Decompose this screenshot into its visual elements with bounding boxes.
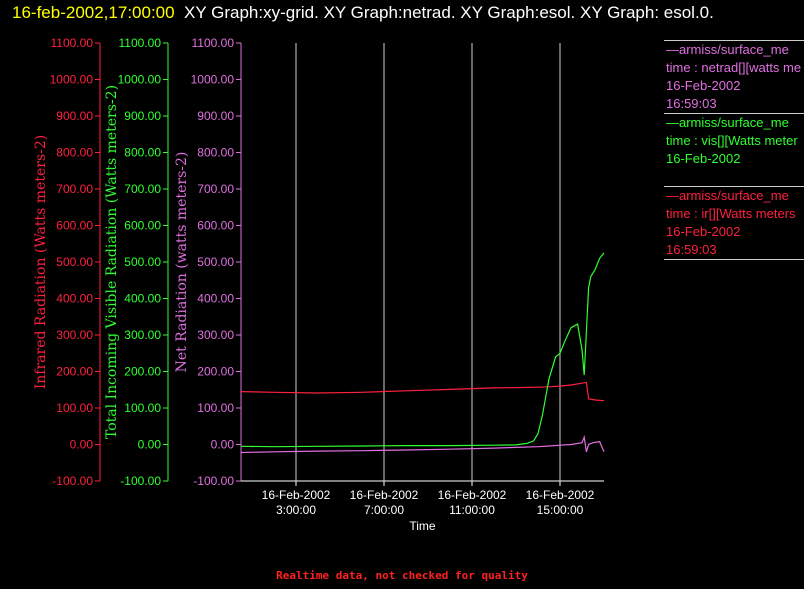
x-tick-label-date: 16-Feb-2002	[526, 488, 595, 502]
y-tick-label-0: 0.00	[70, 438, 94, 452]
y-tick-label-2: 1100.00	[192, 36, 235, 50]
y-tick-label-1: 0.00	[138, 438, 162, 452]
y-tick-label-0: 900.00	[56, 109, 93, 123]
y-tick-label-2: -100.00	[193, 474, 234, 488]
legend-ir-date: 16-Feb-2002	[666, 224, 741, 239]
y-axis-title-0: Infrared Radiation (Watts meters-2)	[33, 135, 49, 389]
legend-entry-ir: —armiss/surface_me time : ir[][Watts met…	[664, 186, 804, 260]
y-tick-label-1: 1100.00	[119, 36, 162, 50]
y-tick-label-1: -100.00	[120, 474, 161, 488]
y-tick-label-2: 700.00	[197, 182, 234, 196]
chart-title: 16-feb-2002,17:00:00 XY Graph:xy-grid. X…	[12, 2, 792, 23]
y-tick-label-0: 700.00	[56, 182, 93, 196]
y-tick-label-1: 100.00	[124, 401, 161, 415]
legend-vis-time	[666, 168, 804, 186]
y-tick-label-0: 800.00	[56, 146, 93, 160]
x-tick-label-date: 16-Feb-2002	[438, 488, 507, 502]
y-tick-label-0: 1000.00	[50, 73, 94, 87]
x-tick-label-date: 16-Feb-2002	[350, 488, 419, 502]
y-tick-label-1: 200.00	[124, 365, 161, 379]
legend-ir-time: 16:59:03	[666, 242, 717, 257]
y-tick-label-0: 400.00	[56, 292, 93, 306]
legend: —armiss/surface_me time : netrad[][watts…	[664, 40, 804, 260]
y-tick-label-2: 500.00	[197, 255, 234, 269]
y-axis-title-1: Total Incoming Visible Radiation (Watts …	[104, 85, 120, 439]
series-line-netrad	[240, 434, 605, 454]
y-tick-label-2: 800.00	[197, 146, 234, 160]
series-line-vis	[240, 252, 605, 448]
legend-entry-vis: —armiss/surface_me time : vis[][Watts me…	[664, 113, 804, 186]
legend-netrad-var: time : netrad[][watts me	[666, 60, 802, 75]
y-tick-label-0: 200.00	[56, 365, 93, 379]
y-tick-label-2: 600.00	[197, 219, 234, 233]
x-tick-label-time: 11:00:00	[449, 503, 495, 517]
y-tick-label-0: 600.00	[56, 219, 93, 233]
legend-vis-name: —armiss/surface_me	[666, 115, 789, 130]
legend-vis-date: 16-Feb-2002	[666, 151, 741, 166]
quality-footnote: Realtime data, not checked for quality	[276, 569, 528, 582]
x-tick-label-date: 16-Feb-2002	[262, 488, 331, 502]
y-tick-label-2: 200.00	[197, 365, 234, 379]
legend-netrad-time: 16:59:03	[666, 96, 717, 111]
x-tick-label-time: 7:00:00	[364, 503, 404, 517]
y-tick-label-2: 900.00	[197, 109, 234, 123]
y-tick-label-1: 400.00	[124, 292, 161, 306]
series-line-ir	[240, 381, 605, 402]
legend-netrad-name: —armiss/surface_me	[666, 42, 789, 57]
legend-netrad-date: 16-Feb-2002	[666, 78, 741, 93]
y-tick-label-2: 400.00	[197, 292, 234, 306]
y-tick-label-0: 500.00	[56, 255, 93, 269]
legend-vis-var: time : vis[][Watts meter	[666, 133, 798, 148]
y-tick-label-1: 1000.00	[118, 73, 162, 87]
title-graph-list: XY Graph:xy-grid. XY Graph:netrad. XY Gr…	[184, 3, 714, 22]
y-tick-label-1: 800.00	[124, 146, 161, 160]
x-tick-label-time: 15:00:00	[537, 503, 584, 517]
y-tick-label-1: 300.00	[124, 328, 161, 342]
y-tick-label-1: 500.00	[124, 255, 161, 269]
y-tick-label-1: 900.00	[124, 109, 161, 123]
x-axis-title: Time	[409, 519, 436, 533]
y-tick-label-2: 1000.00	[191, 73, 235, 87]
y-tick-label-0: 300.00	[56, 328, 93, 342]
title-timestamp: 16-feb-2002,17:00:00	[12, 3, 175, 22]
y-tick-label-1: 700.00	[124, 182, 161, 196]
y-axis-title-2: Net Radiation (watts meters-2)	[174, 152, 190, 373]
x-tick-label-time: 3:00:00	[276, 503, 316, 517]
y-tick-label-0: 100.00	[56, 401, 93, 415]
y-tick-label-1: 600.00	[124, 219, 161, 233]
legend-entry-netrad: —armiss/surface_me time : netrad[][watts…	[664, 40, 804, 113]
legend-ir-var: time : ir[][Watts meters	[666, 206, 796, 221]
y-tick-label-0: 1100.00	[51, 36, 94, 50]
legend-ir-name: —armiss/surface_me	[666, 188, 789, 203]
y-tick-label-2: 300.00	[197, 328, 234, 342]
y-tick-label-2: 100.00	[197, 401, 234, 415]
y-tick-label-0: -100.00	[52, 474, 93, 488]
y-tick-label-2: 0.00	[211, 438, 235, 452]
